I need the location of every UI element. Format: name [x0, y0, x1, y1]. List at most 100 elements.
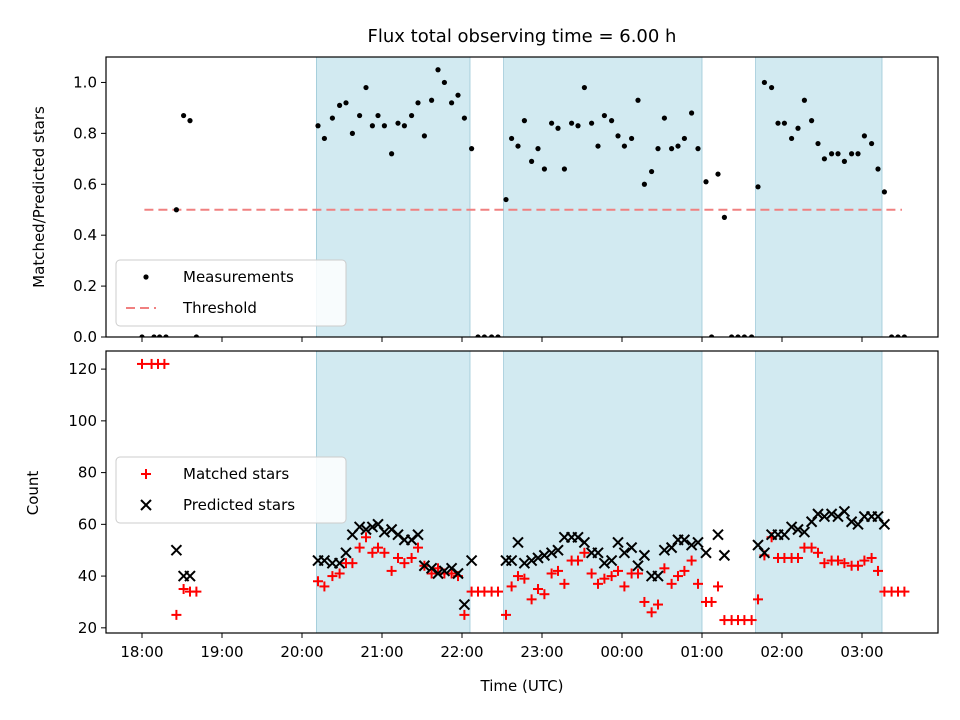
measurement-point: [649, 168, 655, 175]
measurement-point: [173, 207, 179, 213]
matched-star-point: [393, 552, 403, 563]
measurement-point: [661, 115, 668, 121]
measurement-point: [621, 143, 628, 149]
predicted-star-point: [170, 544, 183, 556]
matched-star-point: [673, 571, 683, 582]
measurement-point: [729, 334, 735, 337]
measurement-point: [321, 135, 327, 142]
matched-star-point: [347, 558, 358, 569]
measurement-point: [749, 334, 755, 337]
predicted-star-point: [505, 554, 518, 567]
measurement-point: [735, 334, 741, 337]
matched-star-point: [546, 568, 557, 579]
observing-window-band: [503, 56, 703, 338]
measurement-point: [815, 140, 821, 147]
axes-frame: [105, 350, 939, 634]
predicted-star-point: [518, 557, 531, 569]
matched-star-point: [873, 565, 883, 576]
predicted-star-point: [658, 544, 671, 556]
x-tick-label: 01:00: [680, 643, 723, 661]
legend-label: Threshold: [182, 299, 257, 317]
data-marks: [137, 358, 910, 626]
matched-star-point: [586, 568, 597, 579]
measurement-point: [721, 214, 728, 220]
predicted-star-point: [538, 549, 551, 562]
predicted-star-point: [612, 536, 624, 549]
top-panel-ratio: 0.0 0.2 0.4 0.6 0.8 1.0 Measurements Threshold: [73, 56, 939, 346]
predicted-star-point: [685, 539, 698, 551]
legend: Measurements Threshold: [115, 259, 347, 327]
measurement-point: [363, 84, 369, 91]
measurement-point: [401, 123, 407, 129]
measurement-point: [755, 184, 761, 190]
legend-marker-plus: [141, 469, 151, 479]
predicted-star-point: [184, 570, 196, 582]
legend: Matched stars Predicted stars: [115, 456, 347, 524]
measurement-point: [769, 84, 775, 91]
measurement-point: [475, 334, 481, 337]
matched-star-point: [539, 589, 550, 600]
measurement-point: [515, 143, 521, 149]
measurement-point: [781, 120, 788, 126]
matched-star-point: [859, 555, 870, 566]
measurement-point: [441, 79, 447, 86]
measurement-point: [395, 120, 401, 126]
matched-star-point: [373, 542, 383, 553]
measurement-point: [461, 115, 467, 121]
y-tick-label: 60: [78, 515, 97, 533]
matched-star-point: [866, 552, 877, 563]
matched-star-point: [753, 594, 763, 605]
measurement-point: [789, 135, 795, 142]
measurement-point: [703, 179, 709, 185]
measurement-point: [193, 334, 199, 337]
measurement-point: [503, 196, 509, 203]
matched-star-point: [659, 563, 670, 574]
legend-label: Predicted stars: [183, 496, 295, 514]
measurement-point: [375, 112, 381, 119]
predicted-star-point: [592, 547, 604, 559]
matched-star-point: [639, 596, 650, 607]
matched-star-point: [899, 586, 910, 597]
y-tick-label: 40: [78, 567, 97, 585]
measurement-point: [455, 92, 461, 98]
measurement-point: [549, 120, 555, 126]
matched-star-point: [327, 571, 338, 582]
measurement-point: [529, 158, 535, 164]
predicted-star-point: [712, 528, 724, 541]
top-y-axis-label: Matched/Predicted stars: [30, 106, 48, 288]
bottom-panel-counts: 20 40 60 80 100 120 18:00 19:00 20:00 21:00 22:00 2…: [68, 350, 939, 661]
measurement-point: [521, 118, 528, 124]
predicted-star-point: [678, 534, 691, 546]
measurement-point: [681, 135, 688, 142]
matched-star-point: [806, 542, 817, 553]
matched-star-point: [713, 581, 723, 592]
y-tick-label: 0.4: [73, 226, 97, 244]
matched-star-point: [519, 573, 530, 584]
matched-star-point: [593, 578, 603, 589]
measurement-point: [409, 112, 415, 119]
matched-star-point: [506, 581, 517, 592]
measurement-point: [775, 120, 781, 126]
matched-star-point: [501, 609, 511, 620]
matched-star-point: [334, 568, 345, 579]
measurement-point: [715, 171, 721, 177]
predicted-star-point: [545, 547, 558, 559]
matched-star-point: [613, 565, 623, 576]
matched-star-point: [533, 584, 543, 595]
predicted-star-point: [692, 536, 704, 549]
measurement-point: [495, 334, 501, 337]
matched-star-point: [579, 547, 590, 558]
y-tick-label: 1.0: [73, 73, 97, 91]
measurement-point: [415, 100, 421, 106]
measurement-point: [343, 100, 349, 106]
predicted-star-point: [412, 528, 424, 541]
measurement-point: [635, 97, 641, 103]
matched-star-point: [646, 607, 657, 618]
measurement-point: [315, 123, 321, 129]
measurement-point: [349, 130, 355, 136]
matched-star-point: [746, 615, 757, 626]
predicted-star-point: [632, 560, 644, 572]
measurement-point: [801, 97, 808, 103]
matched-star-point: [653, 599, 663, 610]
measurement-point: [609, 118, 615, 124]
